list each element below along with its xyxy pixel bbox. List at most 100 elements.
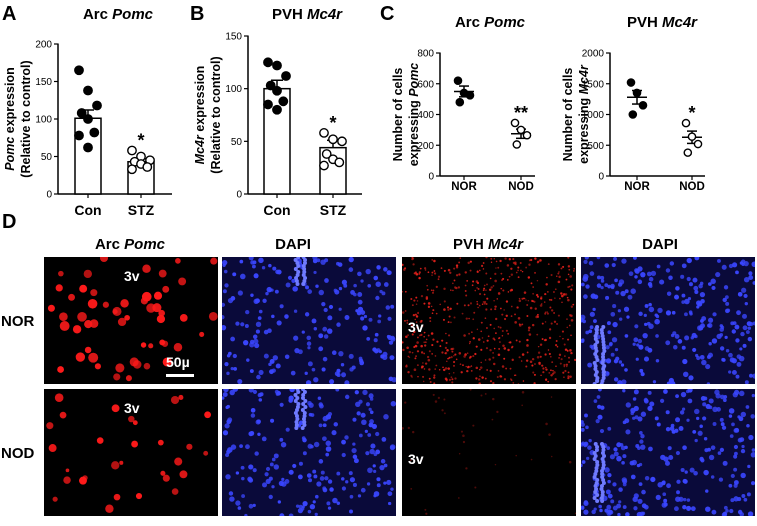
nucleus — [720, 394, 725, 400]
mc4r-puncta — [413, 330, 416, 334]
mc4r-puncta — [416, 300, 419, 302]
nucleus — [585, 330, 590, 335]
x-tick-label: STZ — [128, 202, 155, 218]
nucleus — [717, 451, 722, 455]
mc4r-puncta — [454, 353, 457, 356]
mc4r-puncta — [441, 351, 444, 354]
nucleus — [618, 360, 623, 364]
mc4r-puncta — [478, 292, 482, 296]
mc4r-puncta — [424, 362, 428, 365]
mc4r-puncta — [531, 358, 535, 361]
nucleus — [668, 454, 674, 460]
pomc-cell — [210, 257, 218, 265]
nucleus — [341, 452, 346, 458]
nucleus — [607, 509, 613, 515]
nucleus — [693, 285, 699, 291]
nucleus — [606, 504, 612, 510]
y-tick-label: 500 — [587, 141, 604, 152]
mc4r-puncta — [443, 308, 446, 311]
chart-title: PVH Mc4r — [272, 6, 343, 23]
nucleus — [695, 353, 699, 358]
data-point — [328, 134, 338, 145]
nucleus — [625, 429, 631, 435]
mc4r-puncta — [507, 332, 510, 335]
mc4r-puncta — [570, 288, 573, 291]
nucleus — [742, 343, 747, 348]
nucleus — [622, 505, 627, 510]
mc4r-puncta — [546, 311, 548, 313]
nucleus — [271, 485, 275, 489]
nucleus — [271, 457, 276, 462]
mc4r-puncta — [448, 334, 451, 337]
nucleus — [744, 380, 749, 384]
mc4r-puncta — [534, 363, 536, 365]
mc4r-puncta — [550, 455, 553, 458]
mc4r-puncta — [529, 306, 533, 310]
nucleus — [710, 278, 716, 285]
mc4r-puncta — [544, 321, 547, 323]
mc4r-puncta — [424, 267, 427, 270]
nucleus — [308, 402, 314, 408]
data-point — [687, 132, 697, 141]
mc4r-puncta — [567, 338, 570, 341]
nucleus — [307, 478, 313, 483]
nucleus — [245, 309, 250, 315]
mc4r-puncta — [508, 275, 511, 278]
mc4r-puncta — [447, 357, 449, 360]
nucleus — [623, 306, 630, 312]
mc4r-puncta — [564, 293, 568, 296]
mc4r-puncta — [477, 378, 481, 381]
mc4r-puncta — [483, 287, 486, 290]
mc4r-puncta — [472, 318, 475, 321]
ventricle-cell — [302, 390, 307, 394]
mc4r-puncta — [469, 269, 472, 272]
data-point — [272, 60, 282, 71]
mc4r-puncta — [492, 362, 496, 366]
nucleus — [336, 501, 341, 505]
nucleus — [254, 451, 259, 456]
mc4r-puncta — [526, 338, 529, 342]
nucleus — [222, 392, 228, 397]
y-tick-label: 800 — [417, 49, 434, 60]
nucleus — [356, 411, 361, 416]
nucleus — [667, 446, 672, 451]
nucleus — [583, 441, 589, 447]
ventricle-cell — [601, 352, 606, 356]
mc4r-puncta — [416, 341, 419, 344]
mc4r-puncta — [472, 355, 475, 358]
nucleus — [370, 443, 376, 449]
nucleus — [634, 415, 639, 420]
mc4r-puncta — [541, 364, 544, 367]
mc4r-puncta — [429, 316, 432, 320]
nucleus — [287, 275, 293, 280]
nucleus — [254, 342, 260, 349]
nucleus — [328, 304, 334, 310]
mc4r-puncta — [476, 281, 480, 285]
micrograph-signal — [222, 389, 396, 516]
mc4r-puncta — [572, 303, 575, 306]
nucleus — [305, 380, 312, 384]
nucleus — [306, 335, 312, 341]
mc4r-puncta — [451, 378, 454, 381]
mc4r-puncta — [476, 287, 478, 289]
nucleus — [313, 270, 317, 275]
ventricle-cell — [593, 343, 598, 347]
pomc-cell — [153, 291, 163, 300]
nucleus — [617, 512, 621, 516]
mc4r-puncta — [485, 272, 488, 275]
ventricle-cell — [599, 487, 604, 491]
mc4r-puncta — [570, 305, 574, 308]
mc4r-puncta — [494, 272, 497, 275]
mc4r-puncta — [443, 412, 446, 415]
nucleus — [731, 369, 737, 375]
nucleus — [696, 416, 700, 421]
mc4r-puncta — [566, 349, 569, 352]
nucleus — [684, 298, 690, 305]
nucleus — [255, 298, 260, 304]
nucleus — [253, 338, 259, 344]
pomc-cell — [162, 357, 172, 367]
mc4r-puncta — [483, 302, 486, 305]
nucleus — [739, 347, 743, 351]
mc4r-puncta — [495, 317, 498, 321]
